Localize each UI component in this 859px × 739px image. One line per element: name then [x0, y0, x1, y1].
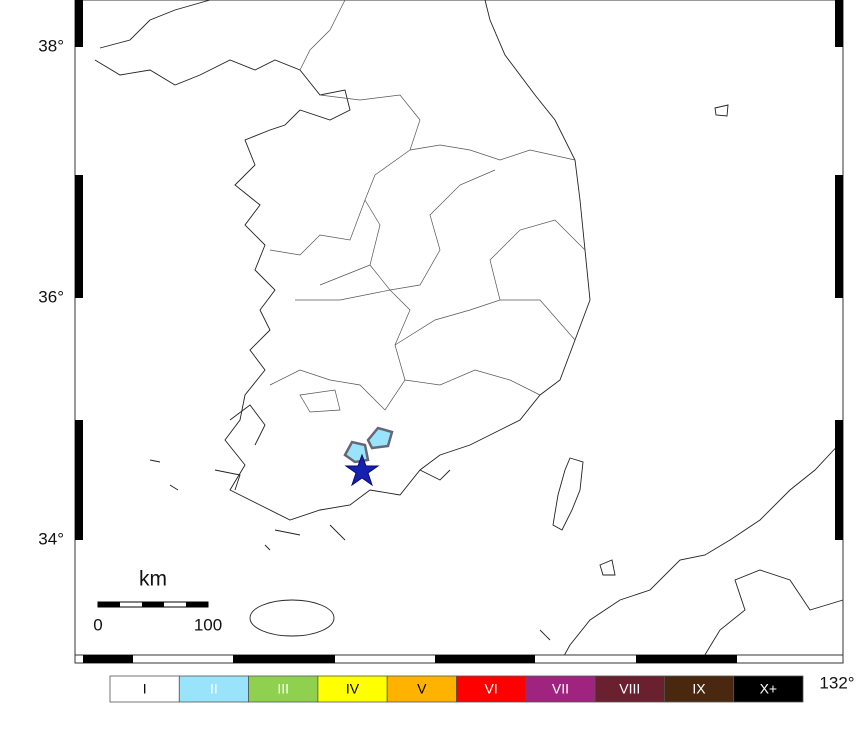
jeju-island	[249, 599, 335, 637]
legend-label: X+	[760, 681, 778, 697]
scale-unit: km	[139, 568, 167, 591]
scale-bar-segment	[186, 602, 208, 607]
frame-segment	[636, 655, 737, 663]
scale-label: 0	[93, 615, 102, 634]
scale-label: 100	[194, 615, 222, 634]
island	[149, 404, 451, 551]
legend-label: V	[417, 681, 427, 697]
scale-bar-segment	[98, 602, 120, 607]
frame-segment	[835, 0, 843, 47]
legend-label: IX	[692, 681, 706, 697]
legend-label: VIII	[619, 681, 640, 697]
legend-label: II	[210, 681, 218, 697]
legend-swatch	[456, 675, 527, 703]
legend-swatch	[733, 675, 804, 703]
legend-label: VII	[552, 681, 569, 697]
map-area	[74, 0, 844, 664]
legend-swatch	[594, 675, 665, 703]
legend-label: I	[143, 681, 147, 697]
scale-bar-segment	[142, 602, 164, 607]
province-border	[269, 0, 586, 413]
frame-segment	[75, 420, 83, 540]
intensity-contour	[366, 426, 394, 450]
latitude-label: 38°	[38, 36, 64, 55]
frame-segment	[835, 175, 843, 298]
latitude-label: 34°	[38, 529, 64, 548]
tsushima-island	[552, 457, 584, 531]
map-frame	[74, 0, 844, 664]
frame-segment	[75, 175, 83, 298]
frame-segment	[835, 420, 843, 540]
epicenter-star	[344, 453, 380, 487]
japan-coast	[539, 104, 844, 664]
intensity-legend: I II III IV V VI VII VIII IX X+	[109, 675, 804, 703]
legend-swatch	[386, 675, 457, 703]
coastline	[94, 0, 591, 521]
frame-segment	[75, 0, 83, 47]
frame-ticks	[74, 0, 844, 664]
scale-bar: km 0 100	[93, 568, 222, 635]
legend-label: IV	[346, 681, 360, 697]
frame-segment	[233, 655, 335, 663]
legend-swatch	[317, 675, 388, 703]
legend-swatch	[178, 675, 250, 703]
legend-label: VI	[485, 681, 498, 697]
legend-label: III	[277, 681, 289, 697]
legend-swatch	[248, 675, 319, 703]
legend-swatch	[525, 675, 596, 703]
latitude-label: 36°	[38, 287, 64, 306]
longitude-label: 132°	[819, 673, 854, 692]
frame-segment	[435, 655, 535, 663]
frame-segment	[83, 655, 133, 663]
legend-swatch	[664, 675, 735, 703]
